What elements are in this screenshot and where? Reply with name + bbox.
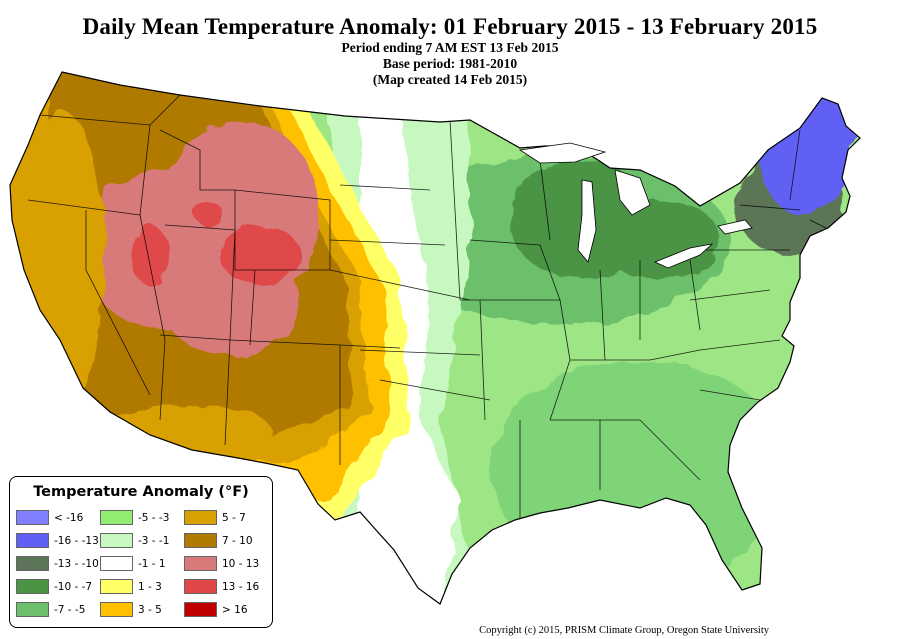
zone-southeast-green <box>490 360 790 580</box>
legend-item: < -16 <box>16 509 100 526</box>
zone-plains-neutral <box>360 110 460 604</box>
period-ending: Period ending 7 AM EST 13 Feb 2015 <box>341 40 559 55</box>
copyright-credit: Copyright (c) 2015, PRISM Climate Group,… <box>479 625 769 636</box>
legend-item: -3 - -1 <box>100 532 184 549</box>
state-borders <box>27 94 831 520</box>
zone-california-gold <box>15 110 105 410</box>
legend-item: 13 - 16 <box>184 578 268 595</box>
legend-swatch <box>184 533 217 548</box>
legend-swatch <box>184 556 217 571</box>
legend-item: -1 - 1 <box>100 555 184 572</box>
legend-item: 1 - 3 <box>100 578 184 595</box>
legend-label: 3 - 5 <box>138 603 162 616</box>
legend-label: -10 - -7 <box>54 580 93 593</box>
legend-swatch <box>184 510 217 525</box>
legend-item: -13 - -10 <box>16 555 100 572</box>
legend-swatch <box>16 510 49 525</box>
legend-label: 13 - 16 <box>222 580 260 593</box>
legend-item: -10 - -7 <box>16 578 100 595</box>
lake-michigan <box>577 179 597 263</box>
legend-label: -13 - -10 <box>54 557 99 570</box>
legend-label: > 16 <box>222 603 248 616</box>
legend-label: 1 - 3 <box>138 580 162 593</box>
legend-item: 5 - 7 <box>184 509 268 526</box>
legend-swatch <box>100 602 133 617</box>
map-title: Daily Mean Temperature Anomaly: 01 Febru… <box>82 14 818 39</box>
legend-item: 7 - 10 <box>184 532 268 549</box>
legend-item: 10 - 13 <box>184 555 268 572</box>
zone-maine-blue <box>810 90 860 150</box>
lake-erie <box>653 243 714 269</box>
legend-label: -1 - 1 <box>138 557 166 570</box>
legend-label: -16 - -13 <box>54 534 99 547</box>
legend-swatch <box>100 533 133 548</box>
zone-arizona-gold <box>130 405 270 455</box>
legend-title: Temperature Anomaly (°F) <box>33 484 249 500</box>
legend: Temperature Anomaly (°F) < -16 -16 - -13 -… <box>9 476 273 628</box>
legend-swatch <box>100 510 133 525</box>
legend-label: -7 - -5 <box>54 603 86 616</box>
legend-item: 3 - 5 <box>100 601 184 618</box>
map-created: (Map created 14 Feb 2015) <box>372 72 528 87</box>
legend-label: -3 - -1 <box>138 534 170 547</box>
legend-swatch <box>16 533 49 548</box>
legend-item: -5 - -3 <box>100 509 184 526</box>
lake-superior <box>518 142 607 164</box>
zone-wyoming-red <box>220 225 300 285</box>
legend-grid: < -16 -16 - -13 -13 - -10 -10 - -7 -7 - -5 -5… <box>16 509 268 623</box>
lake-ontario <box>717 219 753 235</box>
legend-swatch <box>184 602 217 617</box>
legend-label: 5 - 7 <box>222 511 246 524</box>
legend-swatch <box>100 556 133 571</box>
legend-swatch <box>16 602 49 617</box>
legend-label: < -16 <box>54 511 84 524</box>
legend-swatch <box>16 556 49 571</box>
great-lakes <box>518 142 753 269</box>
lake-huron <box>614 169 651 216</box>
map-header: Daily Mean Temperature Anomaly: 01 Febru… <box>0 0 900 88</box>
legend-item: > 16 <box>184 601 268 618</box>
legend-label: -5 - -3 <box>138 511 170 524</box>
legend-swatch <box>16 579 49 594</box>
legend-item: -7 - -5 <box>16 601 100 618</box>
legend-swatch <box>184 579 217 594</box>
legend-item: -16 - -13 <box>16 532 100 549</box>
legend-label: 7 - 10 <box>222 534 253 547</box>
legend-swatch <box>100 579 133 594</box>
legend-label: 10 - 13 <box>222 557 260 570</box>
zone-ohio-dark-green <box>600 200 720 280</box>
base-period: Base period: 1981-2010 <box>382 56 518 71</box>
zone-utah-red <box>196 203 224 227</box>
zone-nevada-red <box>132 225 168 285</box>
